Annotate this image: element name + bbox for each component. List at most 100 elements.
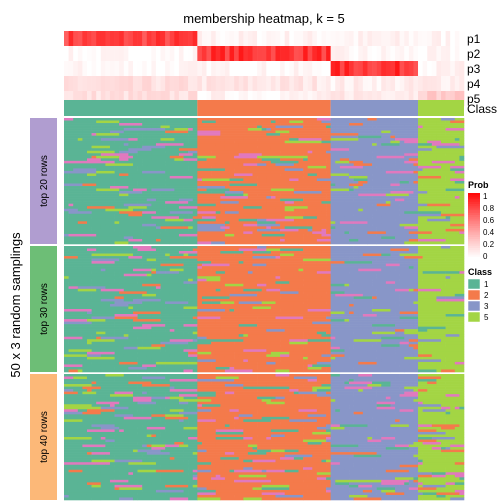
slice-cell [192,296,198,300]
slice-cell [404,374,419,377]
slice-cell [155,439,175,443]
slice-cell [270,449,285,453]
slice-cell [399,223,419,227]
slice-cell [64,196,88,199]
slice-cell [358,133,382,136]
slice-cell [178,306,184,310]
slice-cell [280,326,295,330]
slice-cell [349,183,364,187]
slice-cell [349,231,354,235]
slice-cell [321,120,331,124]
slice-cell [372,484,391,488]
slice-cell [445,409,465,413]
slice-cell [119,487,143,491]
membership-cell [349,46,354,62]
slice-cell [220,130,249,134]
slice-cell [146,421,166,425]
slice-cell [100,181,115,184]
slice-cell [257,186,285,189]
slice-cell [183,218,194,222]
slice-cell [450,419,465,423]
slice-cell [349,173,373,177]
slice-cell [367,231,387,235]
slice-cell [215,359,244,363]
slice-cell [114,140,125,144]
slice-cell [284,401,299,405]
slice-cell [289,391,295,395]
slice-cell [303,356,308,360]
slice-cell [119,396,134,400]
slice-cell [441,477,460,481]
slice-cell [197,411,212,415]
slice-cell [459,479,465,483]
slice-cell [330,150,336,154]
slice-cell [229,256,249,259]
slice-cell [459,226,465,230]
slice-cell [358,193,387,197]
membership-cell [151,46,157,62]
slice-cell [91,211,120,215]
slice-cell [454,474,465,478]
membership-cell [266,76,272,92]
slice-cell [390,201,405,204]
slice-cell [381,256,405,259]
slice-cell [330,321,350,325]
slice-cell [353,344,373,348]
slice-cell [413,409,419,413]
slice-cell [86,311,92,315]
slice-cell [422,356,446,360]
slice-cell [165,253,171,257]
slice-cell [192,231,198,235]
slice-cell [441,462,451,466]
slice-label: top 30 rows [39,283,50,335]
slice-cell [275,414,304,418]
slice-cell [307,246,318,249]
slice-cell [238,248,267,252]
slice-cell [395,238,405,242]
slice-cell [418,143,433,147]
slice-cell [188,359,198,363]
slice-cell [418,181,442,184]
membership-cell [427,91,433,107]
membership-cell [151,76,157,92]
slice-cell [224,241,253,245]
slice-cell [178,464,198,468]
slice-cell [408,431,419,435]
slice-cell [119,344,138,348]
slice-cell [459,281,465,285]
slice-cell [362,457,382,460]
slice-label: top 40 rows [39,411,50,463]
membership-cell [339,91,345,107]
slice-cell [91,296,115,300]
slice-cell [362,447,387,450]
membership-cell [266,46,272,62]
slice-cell [197,188,207,192]
slice-cell [367,198,396,202]
membership-cell [441,76,446,92]
membership-cell [96,61,102,77]
slice-cell [418,484,423,488]
slice-cell [413,429,419,433]
slice-cell [220,226,230,230]
slice-cell [151,321,180,325]
slice-cell [335,336,359,340]
slice-cell [155,479,161,483]
slice-cell [450,396,465,400]
slice-cell [376,143,382,147]
slice-cell [390,160,396,164]
slice-cell [188,462,198,466]
slice-cell [321,482,331,486]
slice-cell [307,309,331,312]
slice-cell [155,125,161,129]
slice-cell [77,288,97,292]
slice-cell [326,366,331,370]
slice-cell [155,406,161,410]
slice-cell [220,231,244,235]
slice-cell [224,208,240,212]
slice-cell [436,361,442,365]
slice-cell [215,492,221,496]
slice-cell [86,354,102,358]
slice-cell [284,389,290,392]
slice-cell [353,404,377,408]
slice-cell [349,319,377,322]
